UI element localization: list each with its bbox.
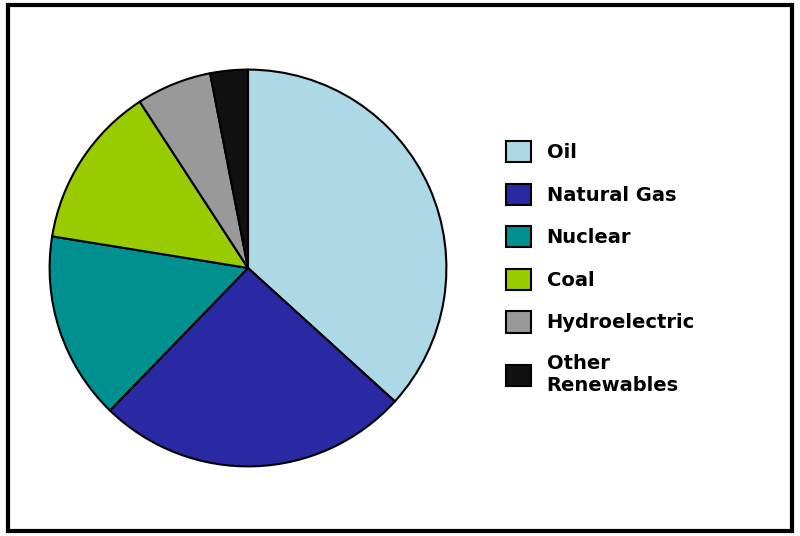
Legend: Oil, Natural Gas, Nuclear, Coal, Hydroelectric, Other
Renewables: Oil, Natural Gas, Nuclear, Coal, Hydroel…	[506, 141, 695, 395]
Wedge shape	[110, 268, 395, 466]
Wedge shape	[52, 102, 248, 268]
Wedge shape	[140, 73, 248, 268]
Wedge shape	[50, 236, 248, 411]
Wedge shape	[210, 70, 248, 268]
Wedge shape	[248, 70, 446, 401]
